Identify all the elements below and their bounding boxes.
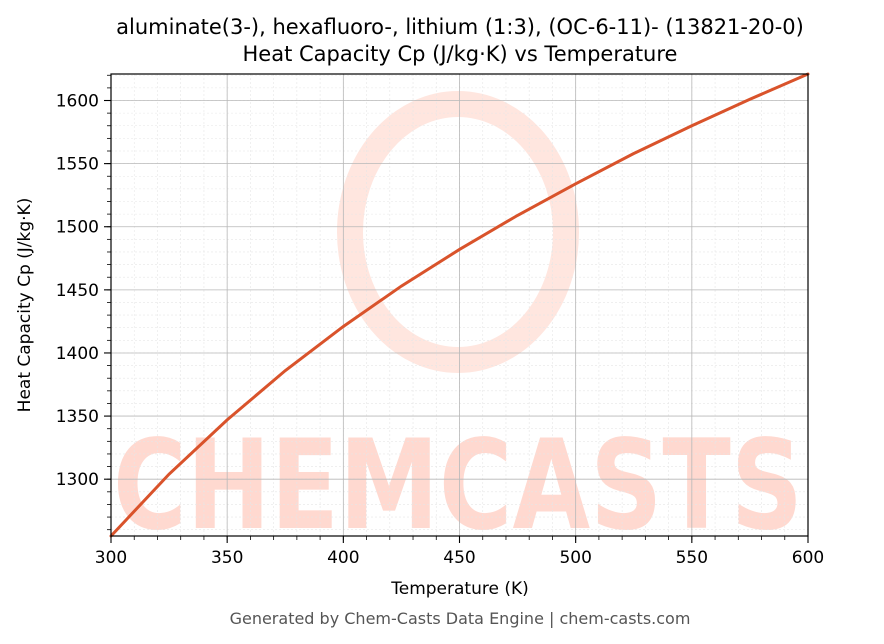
x-tick-label: 450 <box>443 548 475 568</box>
x-tick-label: 400 <box>327 548 359 568</box>
y-tick-label: 1350 <box>56 407 99 427</box>
footer-credit: Generated by Chem-Casts Data Engine | ch… <box>230 609 691 628</box>
y-tick-label: 1500 <box>56 218 99 238</box>
y-tick-label: 1550 <box>56 155 99 175</box>
y-tick-label: 1600 <box>56 92 99 112</box>
chart-subtitle: Heat Capacity Cp (J/kg·K) vs Temperature <box>243 42 678 66</box>
x-tick-label: 550 <box>676 548 708 568</box>
x-axis: 300 350 400 450 500 550 600 <box>95 536 824 568</box>
watermark: CHEMCASTS <box>113 91 803 558</box>
y-axis: 1300 1350 1400 1450 1500 1550 1600 <box>56 74 111 531</box>
watermark-text: CHEMCASTS <box>113 414 803 558</box>
y-tick-label: 1300 <box>56 470 99 490</box>
x-tick-label: 600 <box>792 548 824 568</box>
x-tick-label: 500 <box>559 548 591 568</box>
chart-title: aluminate(3-), hexafluoro-, lithium (1:3… <box>116 15 804 39</box>
y-tick-label: 1450 <box>56 281 99 301</box>
y-tick-label: 1400 <box>56 344 99 364</box>
watermark-swirl <box>337 91 579 373</box>
x-tick-label: 300 <box>95 548 127 568</box>
y-axis-label: Heat Capacity Cp (J/kg·K) <box>15 198 35 413</box>
x-tick-label: 350 <box>211 548 243 568</box>
series-line <box>109 72 810 538</box>
x-axis-label: Temperature (K) <box>390 579 529 599</box>
